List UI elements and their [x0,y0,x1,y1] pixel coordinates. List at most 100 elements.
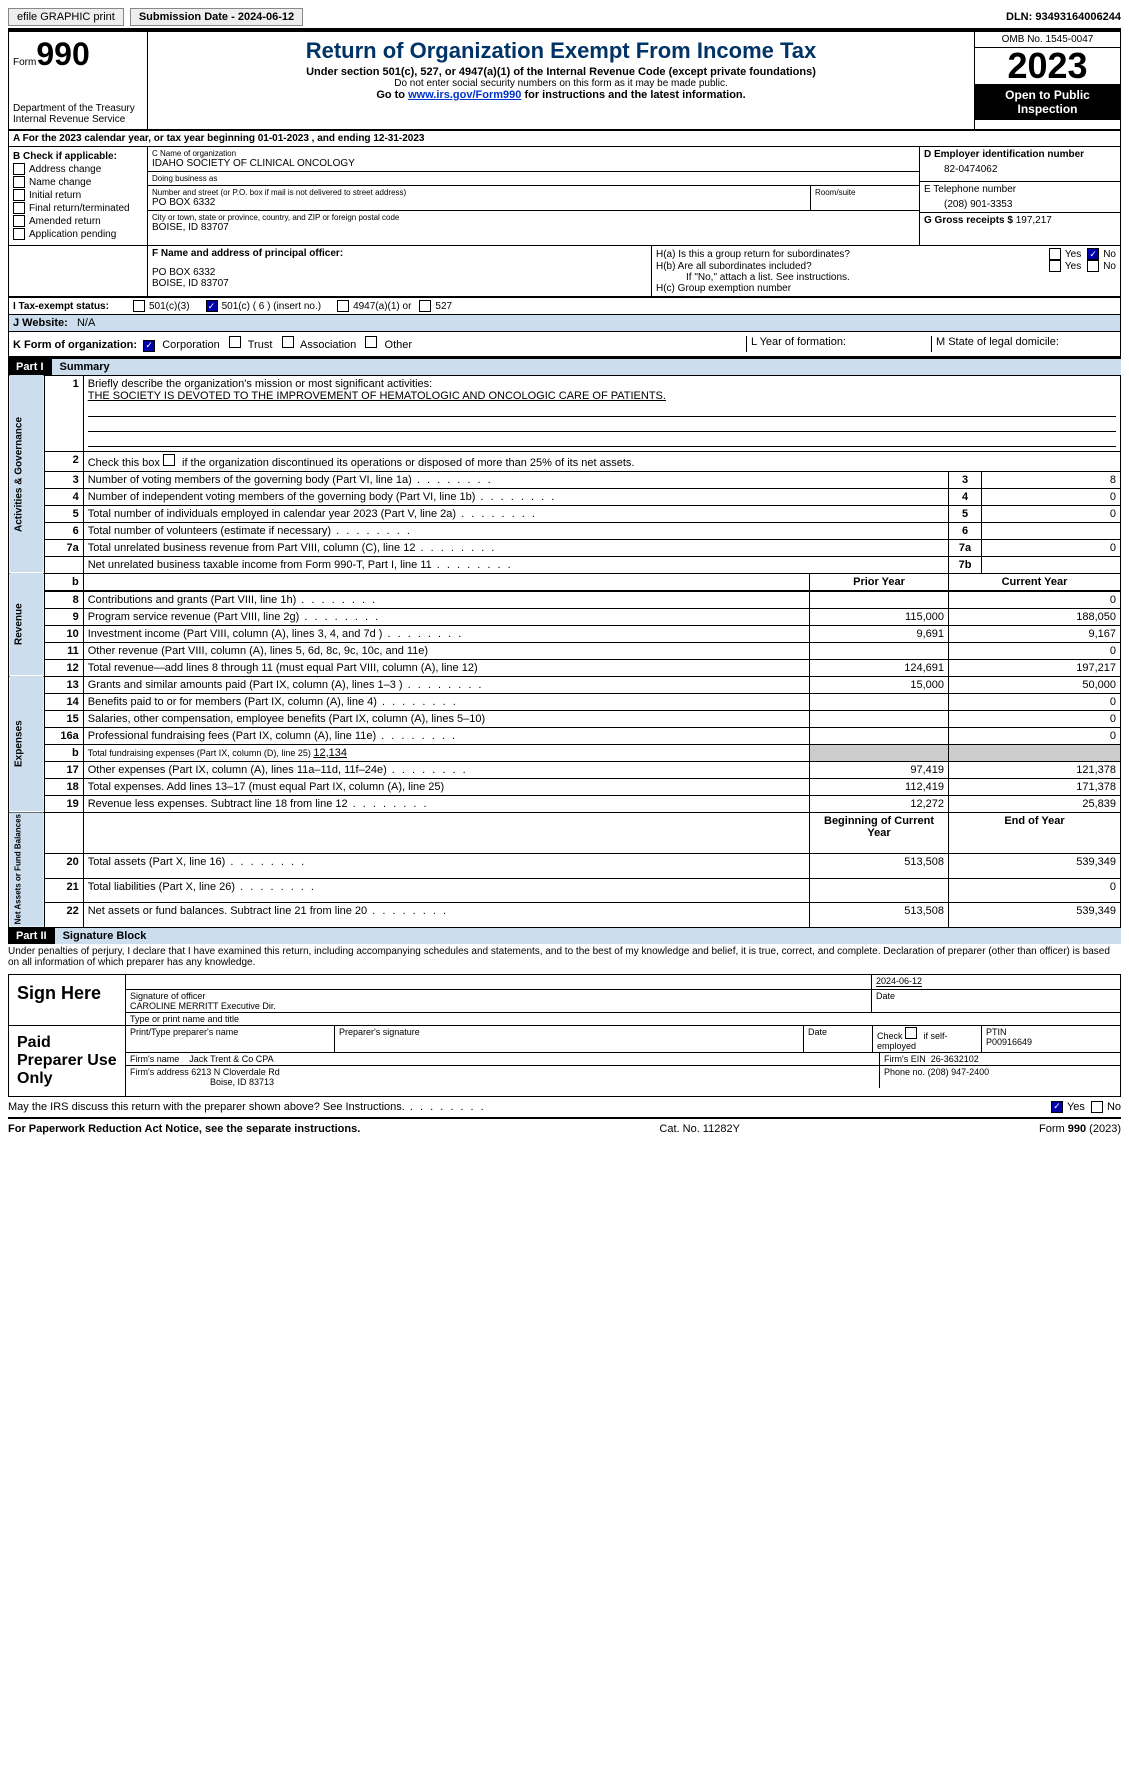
hc-label: H(c) Group exemption number [656,283,1116,294]
c13: 50,000 [949,676,1121,693]
b-label: B Check if applicable: [13,151,143,162]
firm-phone: (208) 947-2400 [928,1067,990,1077]
chk-501c3[interactable] [133,300,145,312]
firm-phone-lbl: Phone no. [884,1067,925,1077]
chk-discontinued[interactable] [163,454,175,466]
t7a: Total unrelated business revenue from Pa… [88,542,497,554]
lbl-app-pending: Application pending [29,229,116,240]
chk-discuss-no[interactable] [1091,1101,1103,1113]
chk-self-pre: Check [877,1031,903,1041]
officer-addr1: PO BOX 6332 [152,267,647,278]
irs-link[interactable]: www.irs.gov/Form990 [408,89,521,101]
p16b [810,744,949,761]
state-domicile: M State of legal domicile: [931,336,1116,352]
c16a: 0 [949,727,1121,744]
chk-app-pending[interactable] [13,228,25,240]
n10: 10 [44,625,83,642]
form-label: Form [13,57,36,68]
t4: Number of independent voting members of … [88,491,557,503]
street-lbl: Number and street (or P.O. box if mail i… [152,188,806,197]
submission-date: Submission Date - 2024-06-12 [130,8,303,26]
part1-header: Part I Summary [8,359,1121,375]
part1-title: Summary [52,359,118,375]
lbl-amended: Amended return [29,216,101,227]
tax-status-lbl: I Tax-exempt status: [13,301,133,312]
b4: 4 [949,488,982,505]
c14: 0 [949,693,1121,710]
chk-corp[interactable]: ✓ [143,340,155,352]
n16b: b [44,744,83,761]
c19: 25,839 [949,795,1121,812]
chk-trust[interactable] [229,336,241,348]
t22: Net assets or fund balances. Subtract li… [88,905,448,917]
c10: 9,167 [949,625,1121,642]
officer-lbl: F Name and address of principal officer: [152,248,647,259]
goto-pre: Go to [376,89,408,101]
gross-lbl: G Gross receipts $ [924,215,1013,226]
t10: Investment income (Part VIII, column (A)… [88,628,464,640]
t5: Total number of individuals employed in … [88,508,537,520]
chk-self-employed[interactable] [905,1027,917,1039]
line-a-tax-year: A For the 2023 calendar year, or tax yea… [9,131,1120,147]
hdr-prior: Prior Year [810,573,949,591]
firm-name: Jack Trent & Co CPA [189,1054,273,1064]
chk-527[interactable] [419,300,431,312]
vlbl-net: Net Assets or Fund Balances [9,812,45,927]
p13: 15,000 [810,676,949,693]
part2-num: Part II [8,928,55,944]
c9: 188,050 [949,608,1121,625]
b7a: 7a [949,539,982,556]
footer-mid: Cat. No. 11282Y [659,1123,740,1135]
type-name-lbl: Type or print name and title [126,1013,1120,1025]
website-lbl: J Website: [13,317,68,329]
chk-name-change[interactable] [13,176,25,188]
chk-amended[interactable] [13,215,25,227]
n4: 4 [44,488,83,505]
chk-hb-yes[interactable] [1049,260,1061,272]
n18: 18 [44,778,83,795]
chk-hb-no[interactable] [1087,260,1099,272]
form-number: Form990 [13,36,143,73]
chk-501c[interactable]: ✓ [206,300,218,312]
dept-treasury: Department of the Treasury Internal Reve… [13,103,143,125]
hdr-boy: Beginning of Current Year [810,812,949,854]
form-no: 990 [36,36,89,72]
lbl-no2: No [1103,261,1116,272]
prep-sig-lbl: Preparer's signature [335,1026,804,1053]
n5: 5 [44,505,83,522]
efile-print-button[interactable]: efile GRAPHIC print [8,8,124,26]
p21 [810,878,949,903]
n16a: 16a [44,727,83,744]
lbl-no: No [1103,249,1116,260]
room-lbl: Room/suite [815,188,915,197]
chk-4947[interactable] [337,300,349,312]
n8: 8 [44,591,83,609]
mission-text: THE SOCIETY IS DEVOTED TO THE IMPROVEMEN… [88,390,666,402]
ptin-lbl: PTIN [986,1027,1007,1037]
c21: 0 [949,878,1121,903]
year-formation: L Year of formation: [746,336,931,352]
paid-preparer-lbl: Paid Preparer Use Only [9,1026,126,1096]
top-bar: efile GRAPHIC print Submission Date - 20… [8,8,1121,30]
chk-address-change[interactable] [13,163,25,175]
chk-other[interactable] [365,336,377,348]
t15: Salaries, other compensation, employee b… [88,713,485,725]
tax-year: 2023 [975,48,1120,84]
chk-ha-yes[interactable] [1049,248,1061,260]
chk-discuss-yes[interactable]: ✓ [1051,1101,1063,1113]
chk-final-return[interactable] [13,202,25,214]
p18: 112,419 [810,778,949,795]
chk-ha-no[interactable]: ✓ [1087,248,1099,260]
c15: 0 [949,710,1121,727]
opt-assoc: Association [300,339,356,351]
chk-assoc[interactable] [282,336,294,348]
sig-officer-lbl: Signature of officer [130,991,205,1001]
p10: 9,691 [810,625,949,642]
chk-initial-return[interactable] [13,189,25,201]
c22: 539,349 [949,903,1121,928]
website-value: N/A [77,317,95,329]
t7b: Net unrelated business taxable income fr… [88,559,513,571]
dba-lbl: Doing business as [152,174,915,183]
t16b: Total fundraising expenses (Part IX, col… [88,748,314,758]
part2-title: Signature Block [55,928,155,944]
